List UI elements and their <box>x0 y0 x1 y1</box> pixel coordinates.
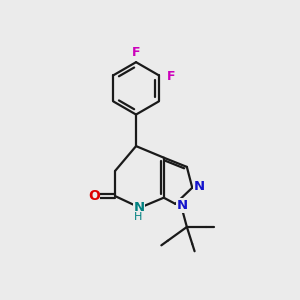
Text: H: H <box>134 212 142 222</box>
Text: N: N <box>134 201 145 214</box>
Text: N: N <box>194 180 205 193</box>
Text: F: F <box>167 70 175 83</box>
Text: F: F <box>132 46 140 59</box>
Text: O: O <box>88 189 100 203</box>
Text: N: N <box>177 199 188 212</box>
